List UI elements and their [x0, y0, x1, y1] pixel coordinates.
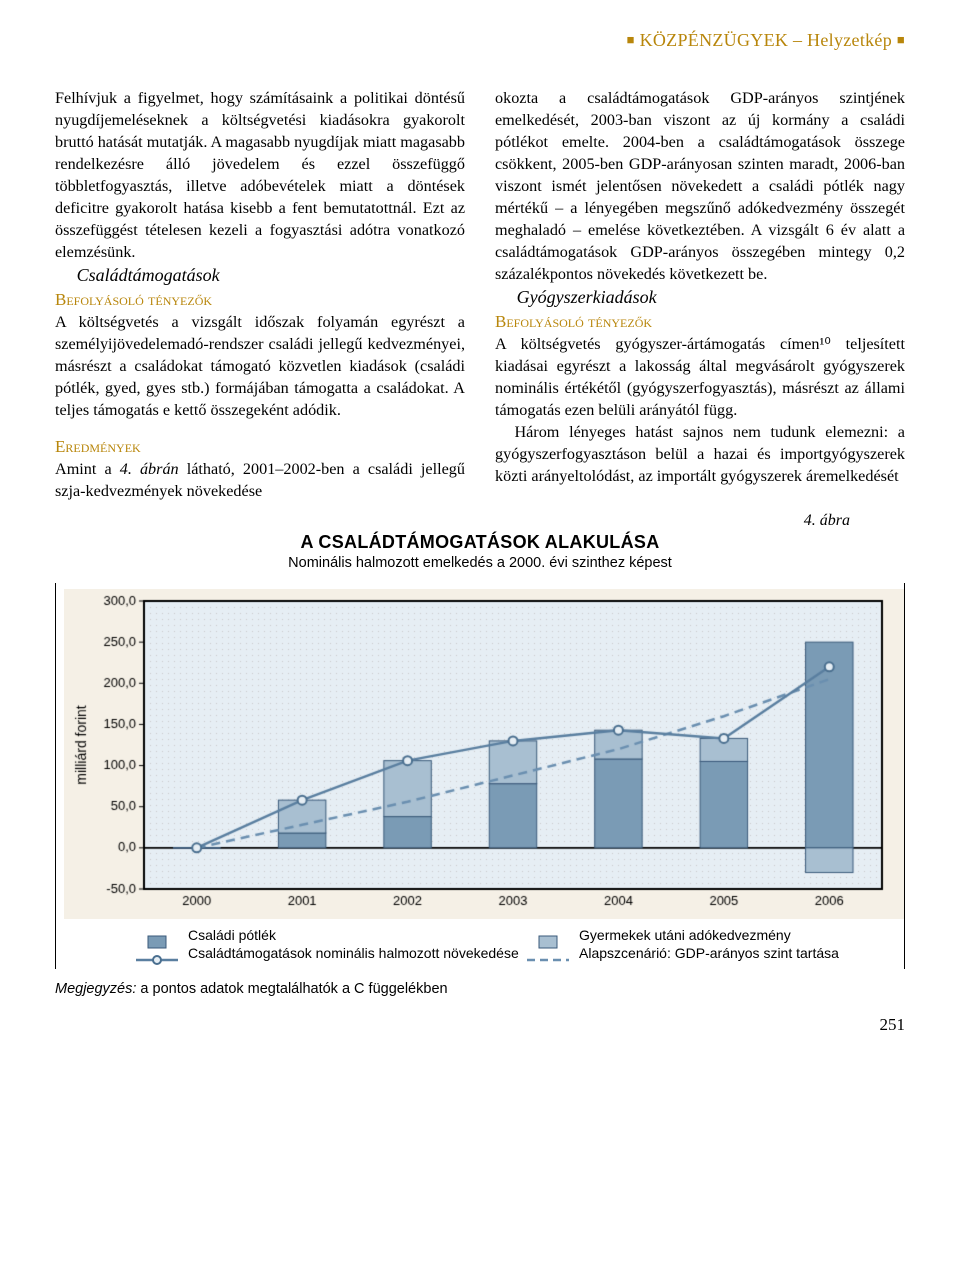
- chart-title: A CSALÁDTÁMOGATÁSOK ALAKULÁSA: [55, 532, 905, 553]
- chart-titles: A CSALÁDTÁMOGATÁSOK ALAKULÁSA Nominális …: [55, 532, 905, 571]
- text-columns: Felhívjuk a figyelmet, hogy számításaink…: [55, 87, 905, 502]
- chart-canvas: [64, 589, 904, 919]
- legend-item: Alapszcenárió: GDP-arányos szint tartása: [525, 945, 916, 961]
- figure-label: 4. ábra: [55, 512, 850, 530]
- page: ■ KÖZPÉNZÜGYEK – Helyzetkép ■ Felhívjuk …: [0, 0, 960, 1055]
- subheading: Eredmények: [55, 435, 465, 458]
- category-text: KÖZPÉNZÜGYEK – Helyzetkép: [640, 30, 892, 50]
- right-column: okozta a családtámogatások GDP-arányos s…: [495, 87, 905, 502]
- chart-container: Családi pótlék Családtámogatások nominál…: [55, 583, 905, 969]
- legend-item: Gyermekek utáni adókedvezmény: [525, 927, 916, 943]
- para: Felhívjuk a figyelmet, hogy számításaink…: [55, 87, 465, 263]
- square-icon: ■: [897, 32, 905, 47]
- para: A költségvetés gyógyszer-ártámogatás cím…: [495, 333, 905, 421]
- legend: Családi pótlék Családtámogatások nominál…: [134, 925, 886, 963]
- legend-item: Családtámogatások nominális halmozott nö…: [134, 945, 525, 961]
- para: okozta a családtámogatások GDP-arányos s…: [495, 87, 905, 285]
- chart-note: Megjegyzés: a pontos adatok megtalálható…: [55, 981, 905, 997]
- para: Három lényeges hatást sajnos nem tudunk …: [495, 421, 905, 487]
- chart-subtitle: Nominális halmozott emelkedés a 2000. év…: [55, 555, 905, 571]
- para: A költségvetés a vizsgált időszak folyam…: [55, 311, 465, 421]
- section-heading: Gyógyszerkiadások: [495, 285, 905, 309]
- page-number: 251: [55, 1015, 905, 1035]
- legend-item: Családi pótlék: [134, 927, 525, 943]
- left-column: Felhívjuk a figyelmet, hogy számításaink…: [55, 87, 465, 502]
- subheading: Befolyásoló tényezők: [55, 288, 465, 311]
- para: Amint a 4. ábrán látható, 2001–2002-ben …: [55, 458, 465, 502]
- square-icon: ■: [627, 32, 635, 47]
- subheading: Befolyásoló tényezők: [495, 310, 905, 333]
- section-heading: Családtámogatások: [55, 263, 465, 287]
- category-header: ■ KÖZPÉNZÜGYEK – Helyzetkép ■: [55, 30, 905, 51]
